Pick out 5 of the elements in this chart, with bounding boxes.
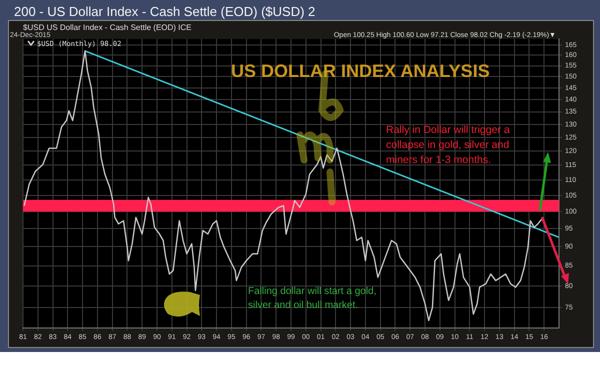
annotation: Rally in Dollar will trigger a collapse in gold, silver and miners for 1-3 months. — [386, 123, 511, 168]
chart-subtitle: $USD US Dollar Index - Cash Settle (EOD) ICE — [23, 23, 192, 32]
annotation: Falling dollar will start a gold, silver and oil bull market. — [248, 285, 378, 313]
chart-title: 200 - US Dollar Index - Cash Settle (EOD) ($USD) 2 — [14, 4, 316, 19]
annotation: US DOLLAR INDEX ANALYSIS — [231, 61, 490, 82]
